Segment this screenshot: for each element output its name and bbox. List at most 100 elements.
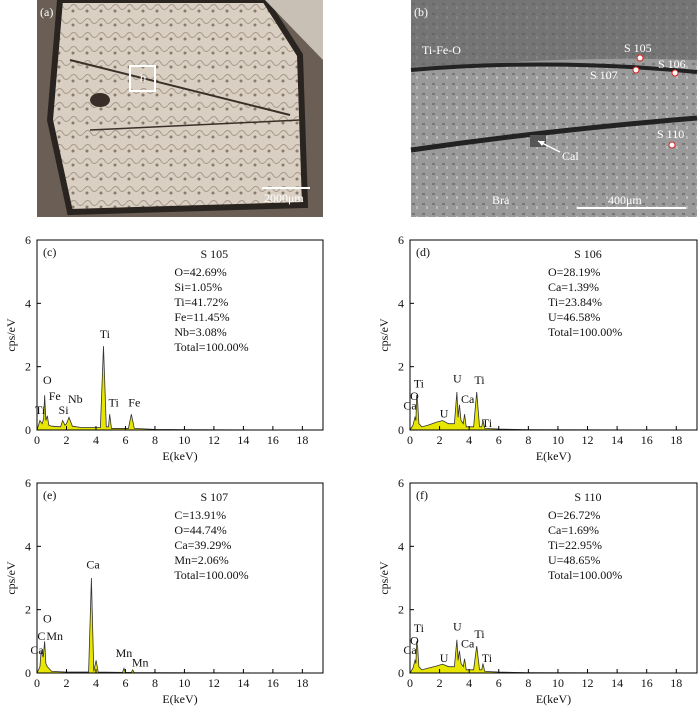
- x-tick-label: 2: [437, 676, 443, 690]
- peak-label: U: [440, 406, 449, 420]
- peak-label: Ti: [35, 403, 46, 417]
- image-label: S 106: [658, 57, 686, 71]
- x-tick-label: 12: [208, 676, 220, 690]
- peak-label: Ca: [86, 558, 100, 572]
- y-tick-label: 6: [398, 233, 404, 247]
- y-axis-label: cps/eV: [4, 561, 18, 595]
- sample-name: S 105: [200, 247, 228, 261]
- x-tick-label: 10: [178, 676, 190, 690]
- peak-label: O: [43, 373, 52, 387]
- composition: Ti=22.95%: [548, 538, 602, 552]
- y-tick-label: 0: [25, 423, 31, 437]
- plot-frame: [36, 482, 324, 674]
- peak-label: Si: [59, 403, 70, 417]
- plot-frame: [409, 239, 698, 431]
- panel-label: (d): [416, 245, 430, 259]
- x-tick-label: 4: [93, 433, 99, 447]
- peak-label: C: [37, 629, 45, 643]
- peak-label: Ca: [30, 643, 44, 657]
- x-tick-label: 0: [34, 676, 40, 690]
- x-axis-label: E(keV): [162, 692, 197, 706]
- y-tick-label: 4: [398, 296, 404, 310]
- peak-label: Nb: [68, 392, 83, 406]
- y-tick-label: 2: [398, 360, 404, 374]
- composition: O=42.69%: [174, 265, 226, 279]
- y-tick-label: 0: [398, 666, 404, 680]
- x-tick-label: 4: [466, 676, 472, 690]
- x-tick-label: 16: [267, 433, 279, 447]
- x-tick-label: 12: [582, 676, 594, 690]
- y-axis-label: cps/eV: [377, 318, 391, 352]
- x-tick-label: 0: [407, 676, 413, 690]
- image-label: S 107: [590, 68, 618, 82]
- x-tick-label: 12: [208, 433, 220, 447]
- peak-label: Ti: [474, 627, 485, 641]
- x-tick-label: 18: [296, 433, 308, 447]
- composition: Ti=23.84%: [548, 295, 602, 309]
- composition: Total=100.00%: [174, 568, 248, 582]
- y-tick-label: 6: [25, 476, 31, 490]
- y-tick-label: 2: [25, 360, 31, 374]
- x-tick-label: 0: [34, 433, 40, 447]
- x-tick-label: 0: [407, 433, 413, 447]
- x-tick-label: 14: [237, 676, 249, 690]
- peak-label: O: [410, 389, 419, 403]
- composition: U=46.58%: [548, 310, 600, 324]
- x-tick-label: 8: [152, 433, 158, 447]
- x-tick-label: 18: [670, 676, 682, 690]
- image-label: b: [140, 71, 146, 85]
- spectrum: [36, 346, 318, 431]
- x-tick-label: 2: [63, 433, 69, 447]
- image-label: Bra: [492, 193, 510, 207]
- image-label: Cal: [562, 149, 579, 163]
- x-tick-label: 10: [552, 433, 564, 447]
- panel-label: (e): [43, 488, 56, 502]
- x-tick-label: 4: [93, 676, 99, 690]
- x-tick-label: 14: [611, 676, 623, 690]
- panel-label: (f): [416, 488, 428, 502]
- peak-label: Ca: [403, 643, 417, 657]
- peak-label: Ti: [474, 373, 485, 387]
- y-tick-label: 0: [25, 666, 31, 680]
- composition: Fe=11.45%: [174, 310, 229, 324]
- x-tick-label: 12: [582, 433, 594, 447]
- composition: O=28.19%: [548, 265, 600, 279]
- peak-label: Ca: [403, 398, 417, 412]
- sample-name: S 110: [574, 490, 601, 504]
- x-tick-label: 16: [641, 433, 653, 447]
- x-tick-label: 14: [237, 433, 249, 447]
- y-axis-label: cps/eV: [4, 318, 18, 352]
- composition: C=13.91%: [174, 508, 226, 522]
- spectrum: [409, 391, 692, 431]
- x-tick-label: 8: [525, 676, 531, 690]
- peak-label: Ti: [414, 621, 425, 635]
- x-tick-label: 16: [267, 676, 279, 690]
- peak-label: Mn: [46, 629, 63, 643]
- y-tick-label: 4: [25, 539, 31, 553]
- panel-label: (c): [43, 245, 56, 259]
- spectrum: [36, 577, 318, 674]
- y-tick-label: 6: [25, 233, 31, 247]
- peak-label: Ti: [482, 651, 493, 665]
- peak-label: Ti: [482, 416, 493, 430]
- peak-label: Fe: [49, 389, 61, 403]
- x-tick-label: 10: [552, 676, 564, 690]
- image-label: (a): [40, 5, 53, 19]
- peak-label: Fe: [128, 395, 140, 409]
- composition: Ti=41.72%: [174, 295, 228, 309]
- micrograph-b: [410, 0, 698, 217]
- peak-label: Ti: [100, 327, 111, 341]
- image-label: S 110: [657, 127, 684, 141]
- composition: Mn=2.06%: [174, 553, 228, 567]
- peak-label: U: [440, 651, 449, 665]
- x-tick-label: 2: [437, 433, 443, 447]
- x-tick-label: 6: [122, 433, 128, 447]
- composition: O=26.72%: [548, 508, 600, 522]
- composition: O=44.74%: [174, 523, 226, 537]
- x-tick-label: 6: [496, 676, 502, 690]
- composition: Si=1.05%: [174, 280, 222, 294]
- x-tick-label: 4: [466, 433, 472, 447]
- plot-frame: [409, 482, 698, 674]
- image-label: 2000μm: [264, 191, 304, 205]
